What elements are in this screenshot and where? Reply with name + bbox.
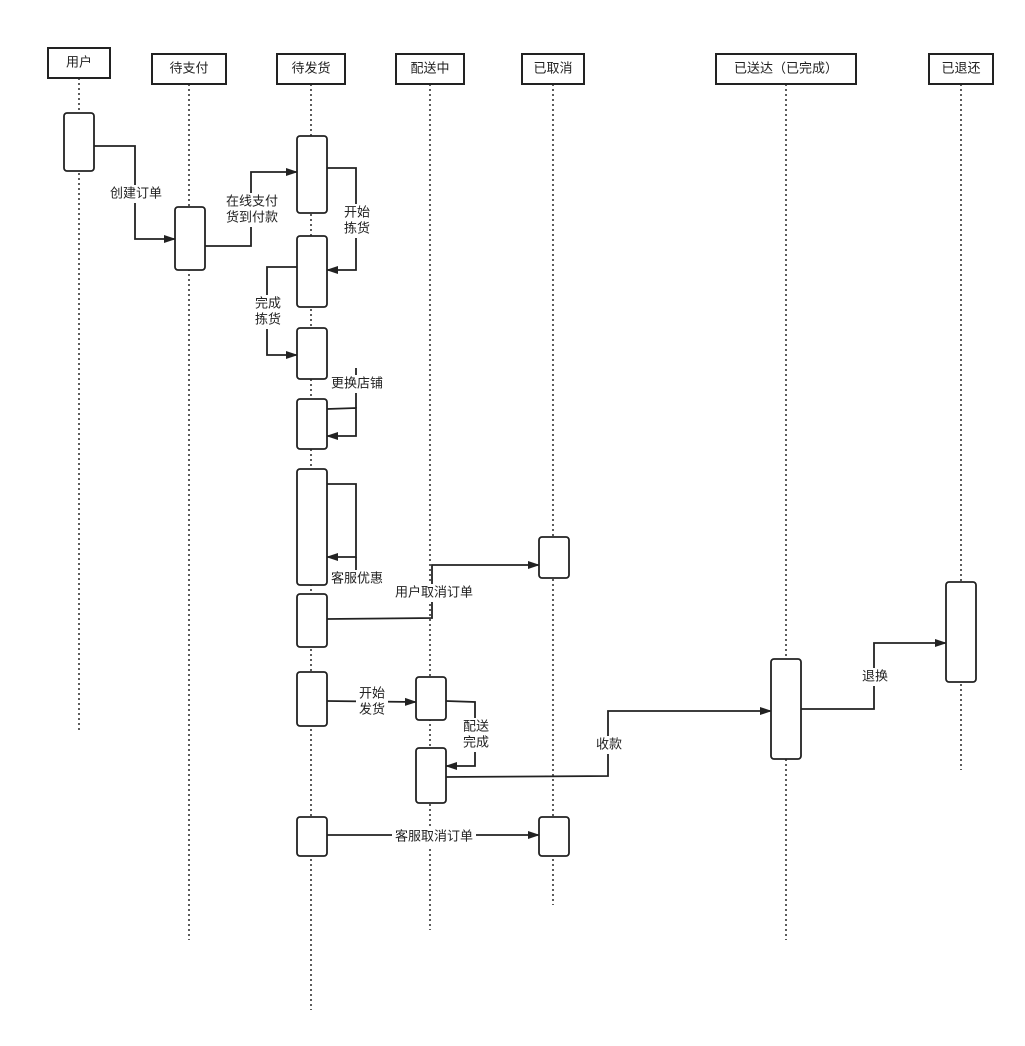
- activation-box-returned: [945, 581, 977, 683]
- message-label-change-store: 更换店铺: [328, 375, 386, 393]
- message-label-cs-discount: 客服优惠: [328, 570, 386, 588]
- lane-header-label: 已取消: [533, 62, 572, 77]
- activation-box-pending_ship: [296, 135, 328, 214]
- label-background: [223, 193, 281, 227]
- message-label-create-order: 创建订单: [107, 185, 165, 203]
- message-label-line: 创建订单: [110, 187, 162, 202]
- label-background: [392, 584, 476, 602]
- activation-box-delivering: [415, 676, 447, 721]
- message-label-return: 退换: [859, 668, 891, 686]
- lane-header-box: [47, 47, 111, 79]
- message-label-line: 配送: [463, 720, 489, 735]
- message-label-line: 在线支付: [226, 195, 278, 210]
- message-label-cs-cancel: 客服取消订单: [392, 828, 476, 846]
- activation-box-delivered: [770, 658, 802, 760]
- activation-box-delivering: [415, 747, 447, 804]
- message-label-line: 拣货: [255, 312, 281, 328]
- label-background: [460, 718, 492, 752]
- lane-header-label: 已退还: [941, 62, 980, 77]
- message-label-line: 退换: [862, 670, 888, 685]
- lane-header-box: [276, 53, 346, 85]
- label-background: [356, 685, 388, 719]
- message-label-line: 完成: [255, 297, 281, 312]
- lane-header-delivering: 配送中: [395, 53, 465, 85]
- message-label-line: 货到付款: [226, 210, 278, 226]
- label-background: [328, 570, 386, 588]
- activation-box-pending_ship: [296, 593, 328, 648]
- label-background: [593, 736, 625, 754]
- message-label-line: 完成: [463, 736, 489, 751]
- activation-box-pending_ship: [296, 398, 328, 450]
- label-background: [328, 375, 386, 393]
- lane-header-cancelled: 已取消: [521, 53, 585, 85]
- lane-header-label: 待发货: [291, 61, 330, 77]
- lane-header-delivered: 已送达（已完成）: [715, 53, 857, 85]
- lane-header-box: [521, 53, 585, 85]
- lane-header-returned: 已退还: [928, 53, 994, 85]
- lane-header-label: 待支付: [169, 62, 208, 77]
- lane-header-label: 已送达（已完成）: [734, 62, 838, 77]
- lane-header-label: 配送中: [410, 62, 449, 77]
- lane-header-pending_ship: 待发货: [276, 53, 346, 85]
- message-label-line: 拣货: [344, 221, 370, 237]
- activation-box-user: [63, 112, 95, 172]
- message-label-collect: 收款: [593, 736, 625, 754]
- message-label-line: 客服取消订单: [395, 829, 473, 845]
- message-label-user-cancel: 用户取消订单: [392, 584, 476, 602]
- lane-header-box: [395, 53, 465, 85]
- activation-box-pending_pay: [174, 206, 206, 271]
- message-label-line: 客服优惠: [331, 571, 383, 587]
- label-background: [107, 185, 165, 203]
- message-label-line: 开始: [344, 206, 370, 221]
- message-label-line: 开始: [359, 687, 385, 702]
- connector-cs-discount: [326, 483, 357, 561]
- label-background: [252, 295, 284, 329]
- message-label-line: 收款: [596, 738, 622, 753]
- activation-box-pending_ship: [296, 235, 328, 308]
- activation-box-pending_ship: [296, 468, 328, 586]
- activation-box-pending_ship: [296, 816, 328, 857]
- lane-header-box: [928, 53, 994, 85]
- label-background: [392, 828, 476, 846]
- lane-header-box: [151, 53, 227, 85]
- activation-box-cancelled: [538, 816, 570, 857]
- lane-header-pending_pay: 待支付: [151, 53, 227, 85]
- message-label-line: 发货: [359, 702, 385, 718]
- lane-header-label: 用户: [66, 55, 92, 71]
- message-label-line: 用户取消订单: [395, 585, 473, 601]
- message-label-line: 更换店铺: [331, 377, 383, 392]
- label-background: [859, 668, 891, 686]
- activation-box-cancelled: [538, 536, 570, 579]
- label-background: [341, 204, 373, 238]
- lane-header-user: 用户: [47, 47, 111, 79]
- lane-header-box: [715, 53, 857, 85]
- activation-box-pending_ship: [296, 671, 328, 727]
- connector-change-store: [326, 407, 357, 440]
- activation-box-pending_ship: [296, 327, 328, 380]
